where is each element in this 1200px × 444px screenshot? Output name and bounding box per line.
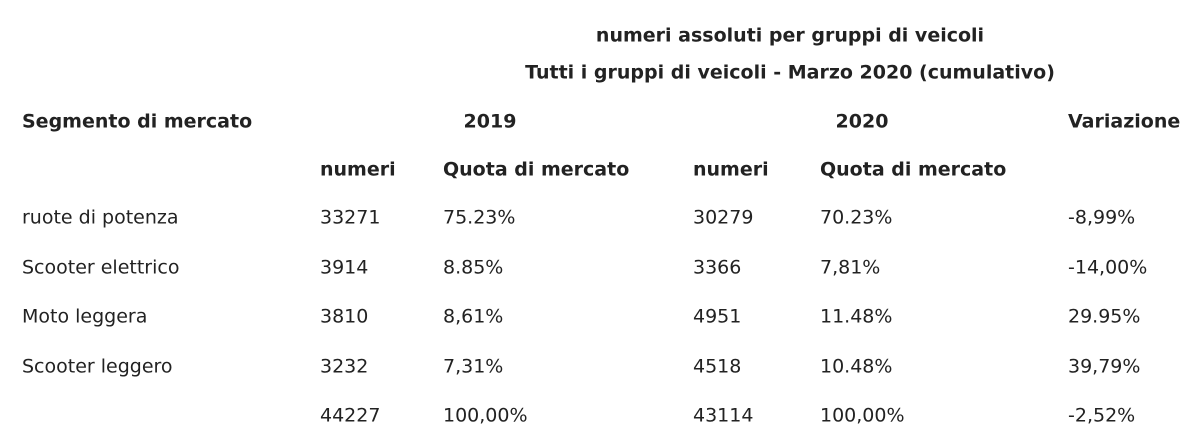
cell: 3914 bbox=[320, 256, 369, 278]
cell: -2,52% bbox=[1068, 404, 1136, 427]
cell: 4518 bbox=[693, 355, 742, 377]
cell: 39,79% bbox=[1068, 355, 1141, 377]
cell: 3810 bbox=[320, 305, 369, 328]
column-header: 2020 bbox=[835, 110, 889, 133]
sub-header: numeri bbox=[320, 158, 396, 181]
cell: 100,00% bbox=[443, 404, 528, 427]
cell: -8,99% bbox=[1068, 206, 1136, 229]
cell: 11.48% bbox=[820, 305, 893, 328]
cell: -14,00% bbox=[1068, 256, 1148, 278]
row-label: ruote di potenza bbox=[22, 206, 179, 229]
cell: 33271 bbox=[320, 206, 381, 229]
cell: 4951 bbox=[693, 305, 742, 328]
cell: 30279 bbox=[693, 206, 754, 229]
cell: 10.48% bbox=[820, 355, 893, 377]
sub-header: Quota di mercato bbox=[820, 158, 1007, 181]
cell: 7,31% bbox=[443, 355, 504, 377]
column-header: 2019 bbox=[463, 110, 517, 133]
column-header: Segmento di mercato bbox=[22, 110, 253, 133]
cell: 8.85% bbox=[443, 256, 504, 278]
cell: 7,81% bbox=[820, 256, 881, 278]
cell: 3366 bbox=[693, 256, 742, 278]
cell: 43114 bbox=[693, 404, 754, 427]
column-header: Variazione bbox=[1068, 110, 1181, 133]
row-label: Moto leggera bbox=[22, 305, 148, 328]
title: numeri assoluti per gruppi di veicoli bbox=[595, 24, 985, 47]
subtitle: Tutti i gruppi di veicoli - Marzo 2020 (… bbox=[525, 61, 1055, 84]
cell: 3232 bbox=[320, 355, 369, 377]
row-label: Scooter elettrico bbox=[22, 256, 180, 278]
cell: 8,61% bbox=[443, 305, 504, 328]
cell: 75.23% bbox=[443, 206, 516, 229]
cell: 29.95% bbox=[1068, 305, 1141, 328]
cell: 44227 bbox=[320, 404, 381, 427]
sub-header: Quota di mercato bbox=[443, 158, 630, 181]
row-label: Scooter leggero bbox=[22, 355, 173, 377]
cell: 70.23% bbox=[820, 206, 893, 229]
sub-header: numeri bbox=[693, 158, 769, 181]
cell: 100,00% bbox=[820, 404, 905, 427]
